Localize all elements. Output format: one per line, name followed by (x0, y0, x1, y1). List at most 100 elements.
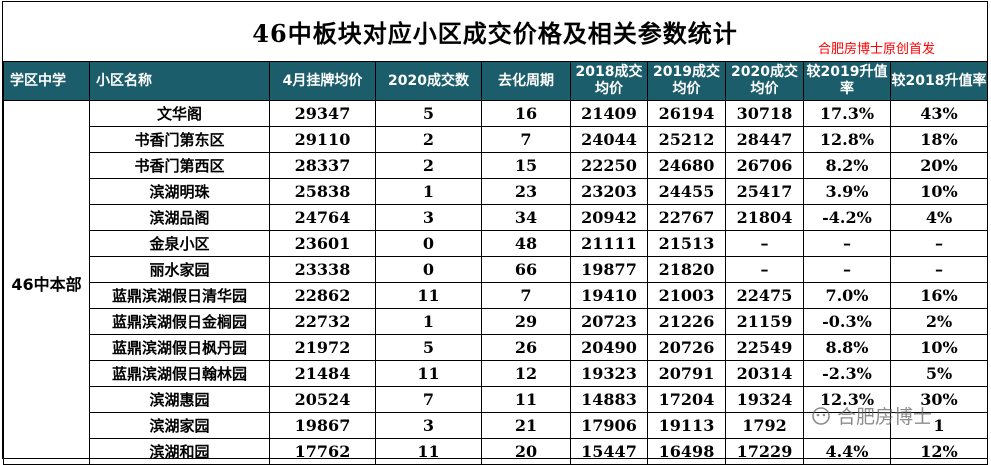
table-row: 46中本部 文华阁 29347 5 16 21409 26194 30718 17.3% 43% (3, 100, 988, 465)
table-cell: 21 (481, 412, 571, 439)
table-cell: 21111 (570, 230, 648, 257)
table-row: 滨湖明珠 25838 1 23 23203 24455 25417 3.9% 10% (4, 178, 988, 205)
table-cell: 4% (890, 204, 988, 231)
table-cell: -2.3% (803, 360, 891, 387)
table-cell: 15 (481, 152, 571, 179)
column-header: 2019成交均价 (647, 61, 726, 101)
community-name-cell: 蓝鼎滨湖假日翰林园 (89, 360, 270, 387)
table-cell: -4.2% (803, 204, 891, 231)
table-cell: 0 (375, 230, 482, 257)
table-row: 蓝鼎滨湖假日枫丹园 21972 5 26 20490 20726 22549 8.8% 10% (4, 334, 988, 361)
header-row: 学区中学 小区名称 4月挂牌均价 2020成交数 去化周期 2018成交均价 2… (3, 61, 988, 101)
community-name-cell: 蓝鼎滨湖假日枫丹园 (89, 334, 270, 361)
table-cell: 23203 (570, 178, 648, 205)
table-cell: 7 (481, 126, 571, 153)
table-cell: 10% (890, 334, 988, 361)
community-name-cell: 文华阁 (89, 100, 270, 127)
community-name-cell: 滨湖明珠 (89, 178, 270, 205)
table-cell: 21972 (269, 334, 376, 361)
table-cell: 2% (890, 308, 988, 335)
table-cell: 20791 (647, 360, 726, 387)
table-cell: 24044 (570, 126, 648, 153)
table-cell: 11 (375, 282, 482, 309)
table-cell: 22250 (570, 152, 648, 179)
table-cell: 21820 (647, 256, 726, 283)
table-cell: 22862 (269, 282, 376, 309)
table-cell: 3 (375, 412, 482, 439)
table-cell: 7.0% (803, 282, 891, 309)
table-cell: 24680 (647, 152, 726, 179)
community-name-cell: 滨湖品阁 (89, 204, 270, 231)
table-cell: 28447 (725, 126, 804, 153)
table-cell: 3.9% (803, 178, 891, 205)
table-cell: 29347 (269, 100, 376, 127)
table-row: 滨湖惠园 20524 7 11 14883 17204 19324 12.3% 30% (4, 386, 988, 413)
table-row: 滨湖品阁 24764 3 34 20942 22767 21804 -4.2% 4% (4, 204, 988, 231)
table-cell: 17906 (570, 412, 648, 439)
table-cell: 11 (481, 386, 571, 413)
table-cell: 2 (375, 126, 482, 153)
table-cell: 26194 (647, 100, 726, 127)
table-cell: 1 (375, 308, 482, 335)
table-cell: 8.8% (803, 334, 891, 361)
table-cell: 30718 (725, 100, 804, 127)
column-header: 去化周期 (481, 61, 571, 101)
community-name-cell: 丽水家园 (89, 256, 270, 283)
column-header: 2018成交均价 (570, 61, 648, 101)
table-cell: 10% (890, 178, 988, 205)
table-cell: 3 (375, 204, 482, 231)
table-cell: 20524 (269, 386, 376, 413)
table-row: 书香门第东区 29110 2 7 24044 25212 28447 12.8% 18% (4, 126, 988, 153)
table-row: 丽水家园 23338 0 66 19877 21820– – – (4, 256, 988, 283)
table-cell: 19410 (570, 282, 648, 309)
table-row: 蓝鼎滨湖假日金榈园 22732 1 29 20723 21226 21159 -0.3% 2% (4, 308, 988, 335)
table-cell: 17.3% (803, 100, 891, 127)
table-cell: 22732 (269, 308, 376, 335)
table-cell: 24764 (269, 204, 376, 231)
table-cell: 19877 (570, 256, 648, 283)
column-header: 小区名称 (89, 61, 270, 101)
community-name-cell: 书香门第西区 (89, 152, 270, 179)
table-cell: 17229 (725, 438, 804, 465)
table-cell: 66 (481, 256, 571, 283)
table-cell: 28337 (269, 152, 376, 179)
watermark-text: 合肥房博士 (837, 406, 933, 428)
table-cell: 23601 (269, 230, 376, 257)
title-bar: 46中板块对应小区成交价格及相关参数统计 合肥房博士原创首发 (3, 2, 987, 62)
table-cell: 21226 (647, 308, 726, 335)
table-cell: 43% (890, 100, 988, 127)
table-cell: 11 (375, 360, 482, 387)
table-cell: 20314 (725, 360, 804, 387)
table-row: 蓝鼎滨湖假日清华园 22862 11 7 19410 21003 22475 7.0% 16% (4, 282, 988, 309)
table-cell: 0 (375, 256, 482, 283)
table-cell: 20723 (570, 308, 648, 335)
table-cell: 12.3% (803, 386, 891, 413)
table-cell: – (803, 256, 891, 283)
table-cell: 7 (481, 282, 571, 309)
table-cell: 12 (481, 360, 571, 387)
table-cell: 1 (375, 178, 482, 205)
community-name-cell: 滨湖惠园 (89, 386, 270, 413)
table-cell: 19113 (647, 412, 726, 439)
table-cell: 19867 (269, 412, 376, 439)
table-cell: 7 (375, 386, 482, 413)
column-header: 2020成交均价 (725, 61, 804, 101)
table-cell: 30% (890, 386, 988, 413)
column-header: 2020成交数 (375, 61, 482, 101)
table-cell: 22475 (725, 282, 804, 309)
table-cell: 26 (481, 334, 571, 361)
wechat-logo-icon (811, 406, 831, 426)
table-cell: 20490 (570, 334, 648, 361)
table-cell: 21513 (647, 230, 726, 257)
table-cell (803, 412, 891, 439)
watermark: 合肥房博士 (811, 402, 932, 429)
table-cell: -0.3% (803, 308, 891, 335)
community-name-cell: 书香门第东区 (89, 126, 270, 153)
community-name-cell: 蓝鼎滨湖假日金榈园 (89, 308, 270, 335)
table-cell: 1792 (725, 412, 804, 439)
table-cell: 25212 (647, 126, 726, 153)
table-row: 金泉小区 23601 0 48 21111 21513– – – (4, 230, 988, 257)
table-cell: 5% (890, 360, 988, 387)
table-cell: – (725, 230, 804, 257)
